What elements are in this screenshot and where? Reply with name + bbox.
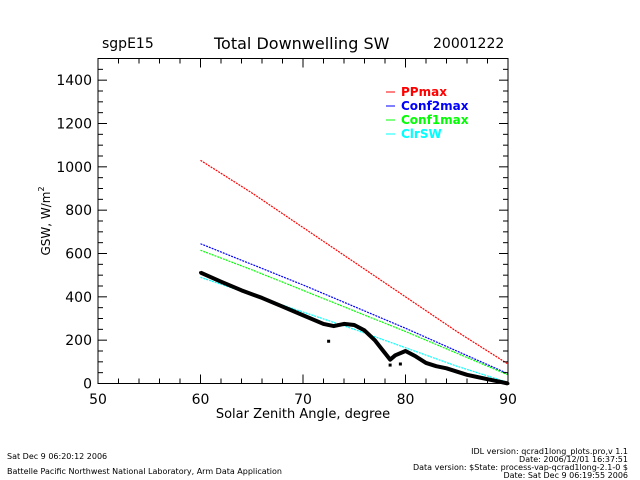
observed-data-point [393,353,397,357]
observed-data-point [322,322,325,326]
footer-data-version: Data version: $State: process-vap-qcrad1… [412,463,628,472]
y-tick-label: 200 [65,333,92,349]
observed-data-point [281,305,284,309]
series-line-conf2max [200,243,509,375]
observed-data-point [383,351,387,355]
y-axis-label: GSW, W/m2 [37,186,53,255]
observed-outlier-point [398,362,402,366]
axis-ticks [97,58,509,384]
y-tick-label: 600 [65,247,92,263]
footer-idl-version: IDL version: qcrad1long_plots.pro,v 1.1 [471,447,628,456]
observed-data-point [373,338,377,342]
observed-data-point [434,364,438,368]
legend-label-conf2max: Conf2max [401,99,469,113]
x-tick-label: 80 [397,392,415,408]
footer-code-date: Date: 2006/12/01 16:37:51 [519,455,628,464]
x-tick-label: 90 [499,392,517,408]
observed-data-point [465,373,469,377]
y-tick-label: 1200 [56,117,92,133]
observed-data-point [445,366,448,370]
site-label: sgpE15 [102,36,154,52]
observed-data-point [301,313,305,317]
footer-timestamp: Sat Dec 9 06:20:12 2006 [7,452,108,461]
date-label: 20001222 [433,36,505,52]
chart-title: Total Downwelling SW [214,34,390,53]
x-tick-label: 70 [294,392,312,408]
axis-tick-labels: 50 60 70 80 90 0 200 400 600 800 1000 1200 1400 [56,73,517,408]
observed-data-point [199,271,202,275]
series-line-conf1max [200,249,509,376]
observed-data-point [260,296,264,300]
legend-label-ppmax: PPmax [401,85,447,99]
x-axis-label: Solar Zenith Angle, degree [216,407,390,422]
footer-data-date: Date: Sat Dec 9 06:19:55 2006 [503,471,628,480]
y-tick-label: 1000 [56,160,92,176]
observed-data-point [342,322,346,326]
observed-data-point [332,324,336,328]
observed-data-point [424,361,428,365]
observed-data-point [404,349,407,353]
observed-data-points [199,270,510,386]
y-tick-label: 1400 [56,73,92,89]
observed-data-point [363,328,366,332]
observed-data-point [496,379,500,383]
observed-data-point [388,358,392,362]
observed-outlier-point [388,363,392,367]
series-line-ppmax [200,159,509,365]
observed-data-point [475,375,479,379]
y-tick-label: 800 [65,203,92,219]
observed-data-point [455,370,459,374]
y-tick-label: 0 [83,377,92,393]
plot-lines [200,159,509,383]
legend-label-clrsw: ClrSW [401,127,442,141]
observed-data-point [414,354,418,358]
observed-data-point [240,288,243,292]
x-tick-label: 60 [192,392,210,408]
y-tick-label: 400 [65,290,92,306]
observed-data-point [352,323,356,327]
legend-label-conf1max: Conf1max [401,113,469,127]
observed-data-line [199,270,509,386]
observed-data-point [219,280,223,284]
x-tick-label: 50 [89,392,107,408]
footer-organization: Battelle Pacific Northwest National Labo… [7,467,282,476]
observed-outlier-point [327,339,331,343]
